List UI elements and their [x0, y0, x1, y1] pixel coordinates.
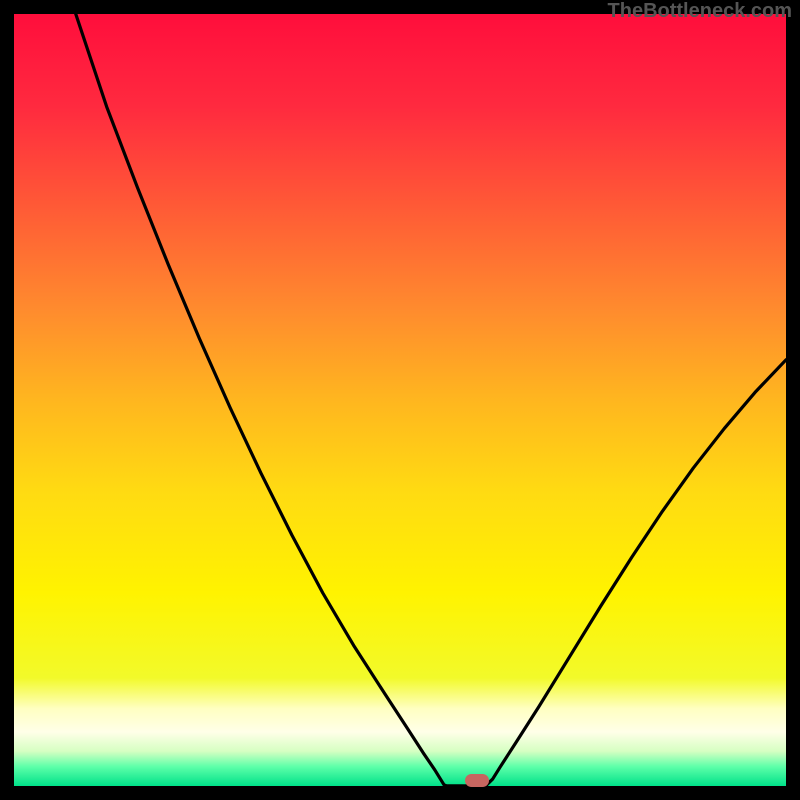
optimal-point-marker: [465, 774, 489, 786]
curve-layer: [14, 14, 786, 786]
chart-frame: TheBottleneck.com: [0, 0, 800, 800]
watermark-text: TheBottleneck.com: [608, 0, 792, 23]
bottleneck-curve: [76, 14, 786, 786]
